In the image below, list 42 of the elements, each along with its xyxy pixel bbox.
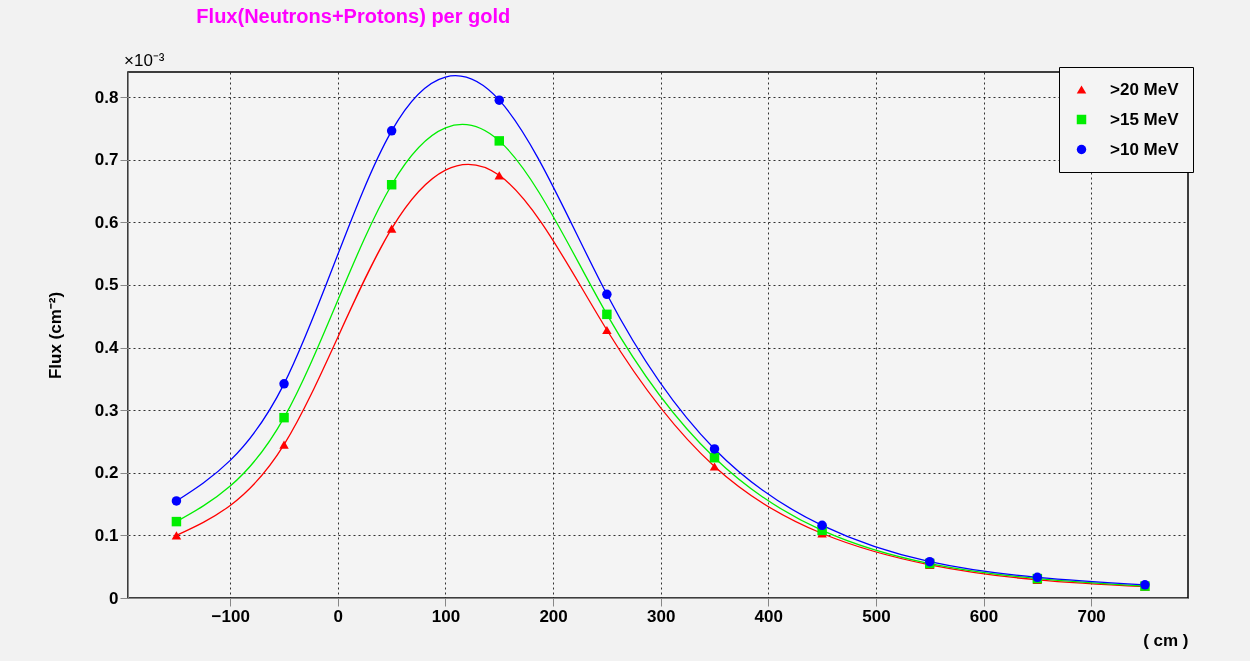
point: [386, 126, 397, 136]
y-tick-label: 0.4: [94, 338, 120, 358]
text: ×10⁻³: [124, 51, 165, 70]
x-tick-label: 0: [333, 606, 344, 626]
x-tick-label: 600: [969, 606, 999, 626]
point: [171, 516, 182, 527]
legend-label: >15 MeV: [1110, 109, 1180, 129]
y-tick-label: 0.8: [94, 87, 119, 107]
point: [602, 325, 612, 335]
y-tick-label: 0.5: [94, 275, 119, 295]
point: [602, 309, 612, 320]
legend-label: >10 MeV: [1110, 139, 1180, 159]
x-tick-label: 700: [1077, 606, 1106, 626]
point: [494, 95, 505, 105]
x-tick-label: 400: [754, 606, 783, 626]
point: [386, 179, 397, 190]
x-tick-label: 100: [431, 606, 461, 626]
legend-label: >20 MeV: [1110, 79, 1180, 99]
y-tick-label: 0: [109, 588, 119, 608]
x-tick-label: 200: [539, 606, 568, 626]
point: [171, 496, 182, 506]
point: [171, 531, 182, 540]
x-tick-label: 300: [647, 606, 676, 626]
point: [709, 462, 720, 471]
point: [386, 224, 397, 233]
x-tick-label: 500: [862, 606, 891, 626]
point: [602, 289, 612, 300]
y-axis-title: Flux (cm⁻²): [45, 291, 65, 380]
y-tick-label: 0.6: [94, 212, 119, 232]
point: [709, 444, 720, 454]
y-tick-label: 0.7: [94, 150, 119, 170]
point: [279, 379, 289, 389]
point: [494, 136, 505, 146]
point: [279, 412, 289, 423]
y-tick-label: 0.1: [94, 525, 119, 545]
x-axis-title: ( cm ): [1143, 630, 1189, 650]
point: [279, 440, 289, 449]
point: [817, 520, 827, 531]
y-tick-label: 0.2: [94, 463, 119, 483]
y-tick-label: 0.3: [94, 400, 119, 420]
chart-title: Flux(Neutrons+Protons) per gold: [196, 5, 511, 27]
x-tick-label: −100: [211, 606, 250, 626]
